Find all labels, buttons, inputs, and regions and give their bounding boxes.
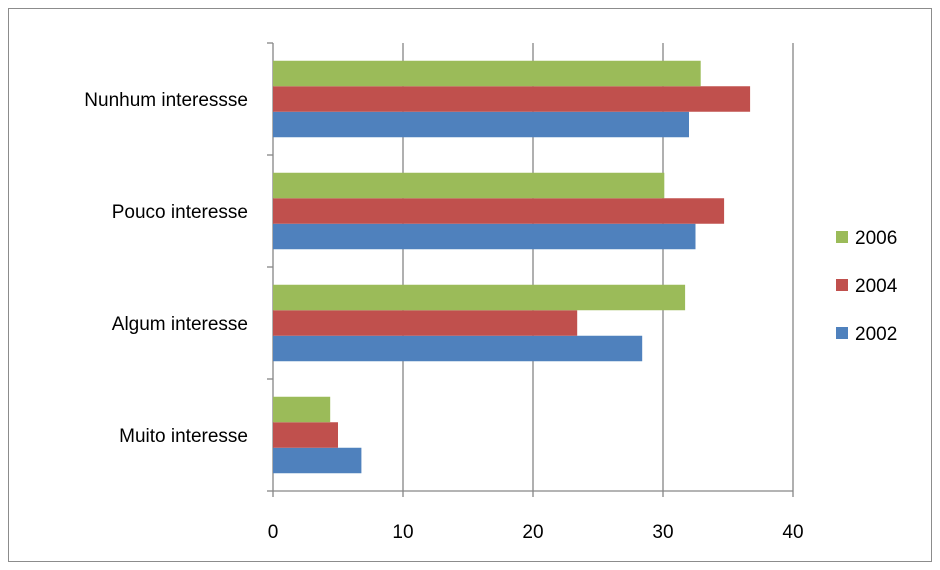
category-label: Algum interesse xyxy=(112,314,248,335)
bar-2006-algum-interesse xyxy=(273,284,686,311)
x-tick-label-0: 0 xyxy=(268,522,279,543)
bar-2002-algum-interesse xyxy=(273,335,643,362)
x-tick-labels: 0 10 20 30 40 xyxy=(268,522,804,543)
x-tick-label-40: 40 xyxy=(782,522,803,543)
x-tick-label-10: 10 xyxy=(392,522,413,543)
category-label: Pouco interesse xyxy=(112,202,248,223)
legend: 2006 2004 2002 xyxy=(836,228,898,345)
bar-2006-nunhum-interessse xyxy=(273,60,701,87)
bar-2004-algum-interesse xyxy=(273,310,578,336)
bar-2002-pouco-interesse xyxy=(273,223,696,250)
legend-label-2006: 2006 xyxy=(855,228,897,249)
bars xyxy=(273,60,751,474)
bar-2006-muito-interesse xyxy=(273,396,331,423)
bar-2004-nunhum-interessse xyxy=(273,86,751,112)
category-label: Muito interesse xyxy=(119,426,248,447)
legend-swatch-2002 xyxy=(836,327,848,339)
bar-2002-nunhum-interessse xyxy=(273,111,689,138)
category-label: Nunhum interessse xyxy=(84,90,248,111)
category-labels: Muito interesse Algum interesse Pouco inte… xyxy=(84,90,248,447)
bar-2004-pouco-interesse xyxy=(273,198,725,224)
bar-2002-muito-interesse xyxy=(273,447,362,474)
legend-swatch-2004 xyxy=(836,279,848,291)
x-tick-label-20: 20 xyxy=(522,522,543,543)
legend-label-2002: 2002 xyxy=(855,324,897,345)
x-tick-label-30: 30 xyxy=(652,522,673,543)
legend-swatch-2006 xyxy=(836,231,848,243)
legend-label-2004: 2004 xyxy=(855,276,898,297)
bar-2006-pouco-interesse xyxy=(273,172,665,199)
bar-2004-muito-interesse xyxy=(273,422,338,448)
